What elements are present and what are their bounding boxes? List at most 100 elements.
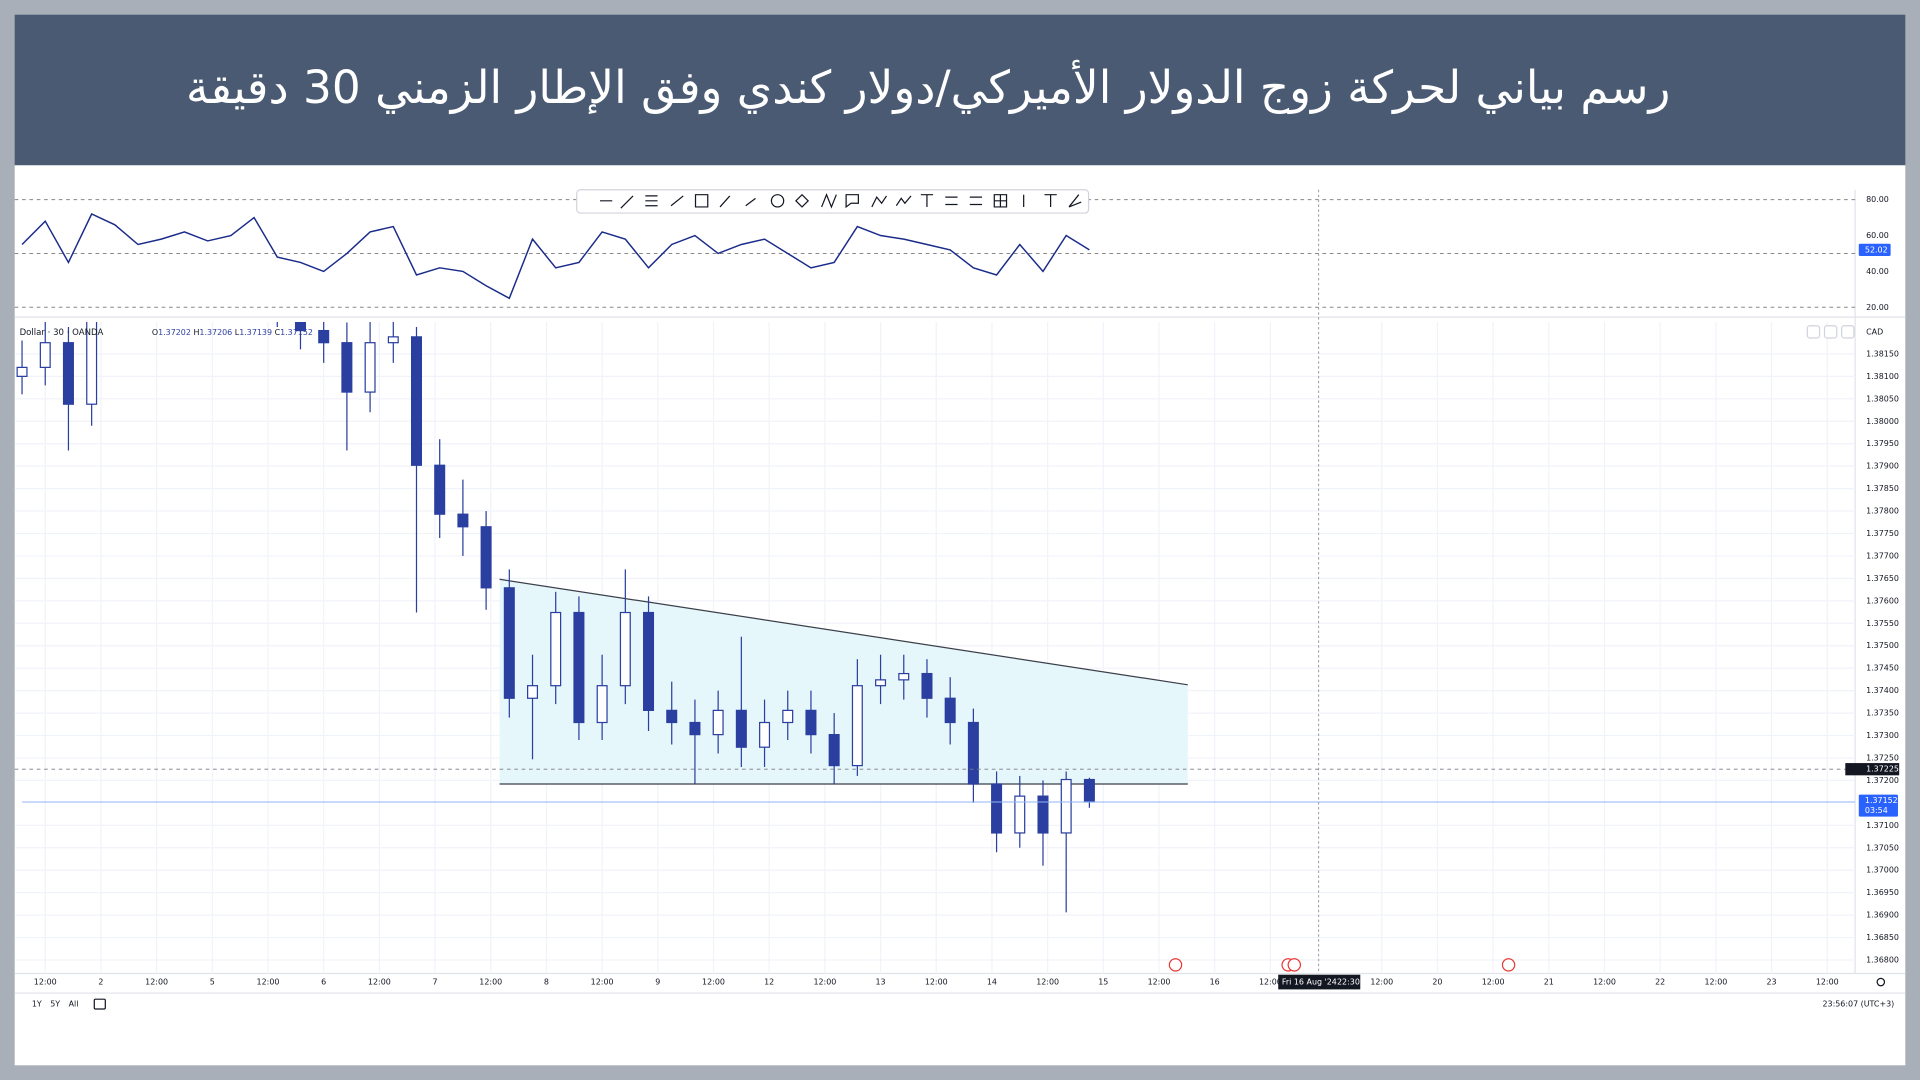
ohlc-label: L <box>235 327 240 336</box>
button[interactable] <box>1806 325 1821 339</box>
button[interactable] <box>1841 325 1855 339</box>
chart-panel <box>14 165 1906 1066</box>
ohlc-value: 1.37152 <box>280 327 313 336</box>
candle-body <box>1014 795 1026 834</box>
x-tick-label: 12:00 <box>702 978 725 987</box>
y-tick-label: 1.37250 <box>1866 753 1899 762</box>
candle-body <box>666 709 678 724</box>
candle-body <box>759 721 771 748</box>
y-tick-label: 1.37400 <box>1866 686 1899 695</box>
x-tick-label: 12:00 <box>1259 978 1282 987</box>
candle-body <box>828 734 840 767</box>
x-tick-label: 12:00 <box>1036 978 1059 987</box>
candle-body <box>782 709 794 724</box>
candle-body <box>643 611 655 711</box>
clock: 23:56:07 (UTC+3) <box>1822 1000 1894 1009</box>
y-tick-label: 1.37850 <box>1866 484 1899 493</box>
y-tick-label: 1.36900 <box>1866 911 1899 920</box>
candle-body <box>16 366 28 377</box>
y-tick-label: 1.36800 <box>1866 956 1899 965</box>
ohlc-value: 1.37202 <box>158 327 191 336</box>
x-tick-label: 8 <box>544 978 549 987</box>
x-tick-label: 12:00 <box>1704 978 1727 987</box>
y-tick-label: 40.00 <box>1866 267 1889 276</box>
x-tick-label: 20 <box>1432 978 1442 987</box>
x-tick-label: 12 <box>764 978 774 987</box>
legend: Dollar · 30 · OANDA <box>20 327 104 337</box>
toolbar-icons <box>600 193 1082 209</box>
candle-body <box>805 709 817 736</box>
candle-body <box>1060 778 1072 834</box>
x-tick-label: 21 <box>1544 978 1554 987</box>
ohlc-label: O <box>152 327 158 336</box>
x-tick-label: 12:00 <box>1593 978 1616 987</box>
y-tick-label: 1.37300 <box>1866 731 1899 740</box>
x-tick-label: 12:00 <box>925 978 948 987</box>
y-tick-label: 1.37500 <box>1866 641 1899 650</box>
y-tick-label: 1.37900 <box>1866 462 1899 471</box>
event-ca[interactable] <box>1501 958 1516 972</box>
settings-icon[interactable] <box>1876 977 1886 987</box>
candle-body <box>851 685 863 767</box>
x-tick-label: 6 <box>321 978 326 987</box>
y-tick-label: 60.00 <box>1866 231 1889 240</box>
y-tick-label: 1.37700 <box>1866 551 1899 560</box>
rsi-badge <box>1858 243 1891 256</box>
y-tick-label: 1.37000 <box>1866 866 1899 875</box>
candle-body <box>364 342 376 393</box>
x-tick-label: 14 <box>987 978 997 987</box>
candle-body <box>410 336 423 466</box>
ohlc-label: H <box>193 327 199 336</box>
chart-controls <box>93 325 1886 1010</box>
candle-body <box>434 464 446 515</box>
y-tick-label: 1.36850 <box>1866 933 1899 942</box>
candle-body <box>1083 778 1095 803</box>
range-button[interactable]: 5Y <box>50 1000 60 1009</box>
title-bar <box>14 14 1906 166</box>
candle-body <box>527 685 539 699</box>
calendar-icon[interactable] <box>93 998 106 1010</box>
button[interactable] <box>1823 325 1838 339</box>
event-us[interactable] <box>1287 958 1302 972</box>
y-tick-label: 1.37800 <box>1866 507 1899 516</box>
y-tick-label: 1.37600 <box>1866 596 1899 605</box>
pattern-line <box>499 578 1188 686</box>
rsi-badge-label: 52.02 <box>1865 245 1888 254</box>
x-tick-label: 12:00 <box>479 978 502 987</box>
candle-body <box>619 611 631 687</box>
crosshair-y-label: 1.37225 <box>1866 765 1899 774</box>
rsi-pane <box>21 213 1090 300</box>
y-tick-label: 1.37450 <box>1866 664 1899 673</box>
crosshair-x-badge <box>1278 974 1361 990</box>
x-tick-label: 12:00 <box>34 978 57 987</box>
y-tick-label: 80.00 <box>1866 195 1889 204</box>
candle-body <box>1037 795 1049 834</box>
x-tick-label: 12:00 <box>257 978 280 987</box>
y-tick-label: 1.38050 <box>1866 394 1899 403</box>
y-tick-label: 1.37100 <box>1866 821 1899 830</box>
x-tick-label: 7 <box>433 978 438 987</box>
x-tick-label: 12:00 <box>1148 978 1171 987</box>
x-tick-label: 23 <box>1767 978 1777 987</box>
x-tick-label: 15 <box>1098 978 1108 987</box>
candle-body <box>967 721 979 785</box>
legend-ohlc: O1.37202 H1.37206 L1.37139 C1.37152 <box>152 327 313 336</box>
y-tick-label: 1.37650 <box>1866 574 1899 583</box>
x-tick-label: 12:00 <box>368 978 391 987</box>
y-tick-label: 20.00 <box>1866 303 1889 312</box>
candle-body <box>318 329 330 344</box>
range-button[interactable]: 1Y <box>32 1000 42 1009</box>
event-us[interactable] <box>1168 958 1183 972</box>
candle-body <box>875 679 887 687</box>
rsi-line <box>21 213 1090 300</box>
candle-body <box>573 611 585 724</box>
y-tick-label: 1.37350 <box>1866 709 1899 718</box>
ohlc-label: C <box>275 327 281 336</box>
x-tick-label: 9 <box>655 978 660 987</box>
drawing-toolbar[interactable] <box>576 189 1090 214</box>
range-button[interactable]: All <box>69 1000 79 1009</box>
candle-body <box>503 587 515 699</box>
candle-body <box>735 709 747 748</box>
candle-body <box>596 685 608 724</box>
